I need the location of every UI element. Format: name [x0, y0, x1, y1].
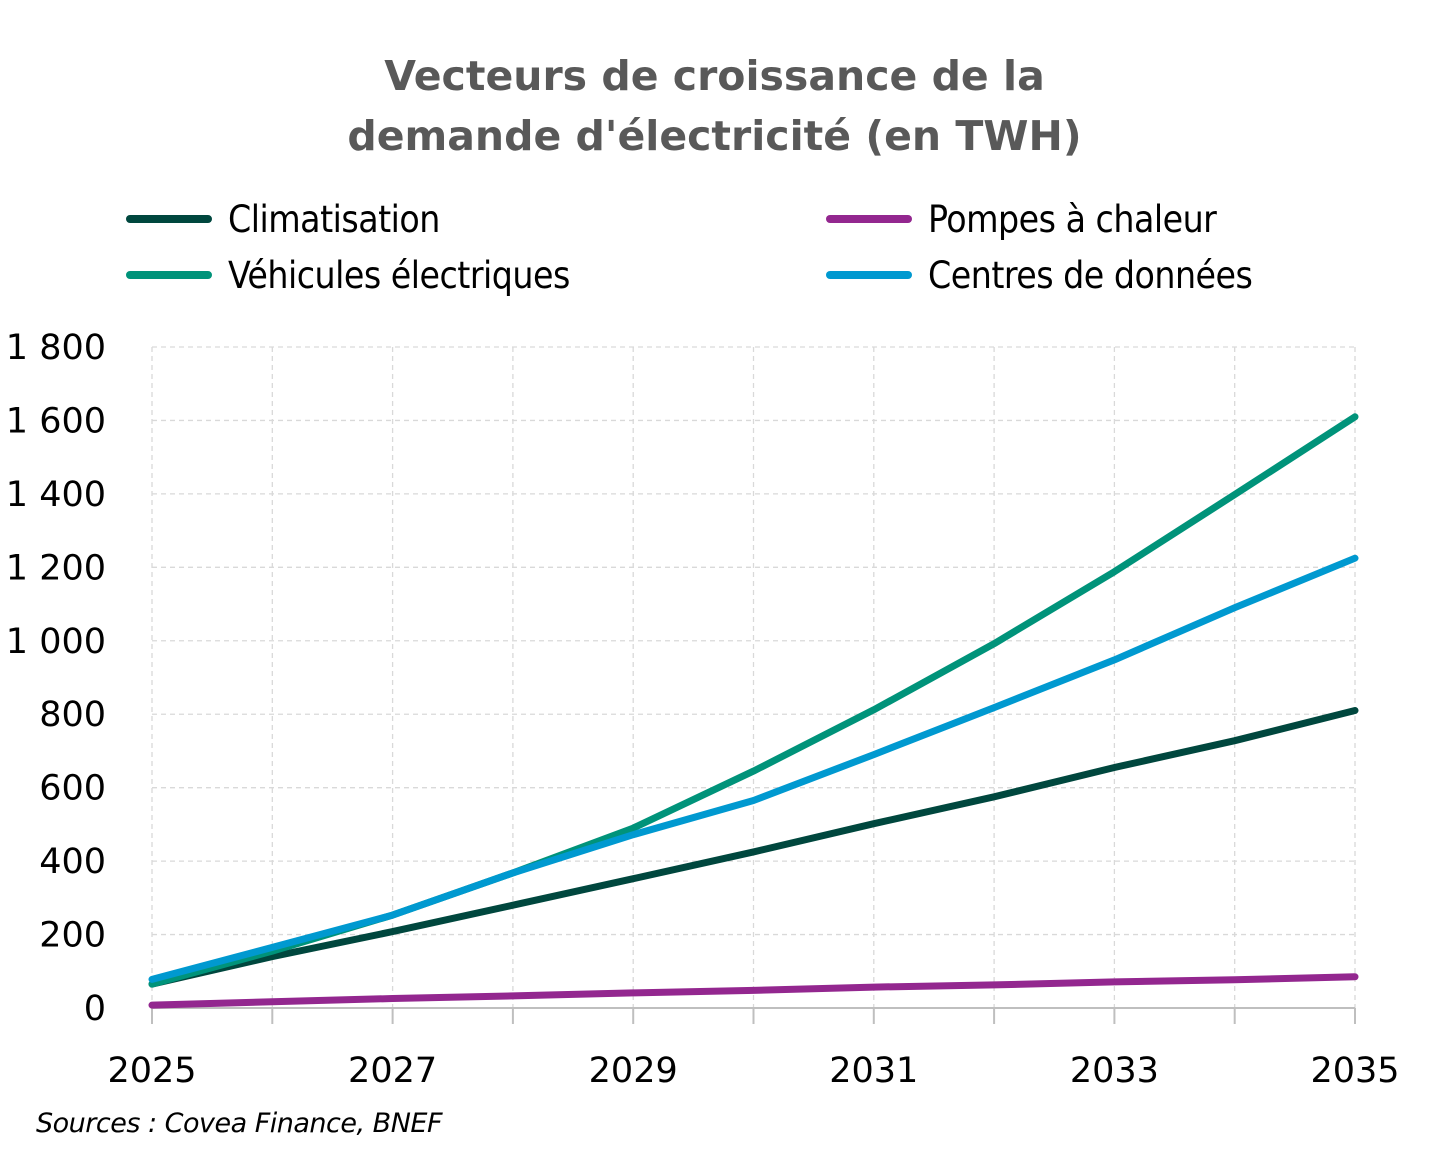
legend-item-climatisation[interactable]: Climatisation [126, 194, 440, 244]
y-tick-label-1400: 1 400 [6, 475, 106, 515]
y-tick-label-0: 0 [84, 989, 106, 1029]
y-tick-label-200: 200 [39, 916, 106, 956]
chart-title: Vecteurs de croissance de la demande d'é… [0, 46, 1429, 166]
series-line-pompes-a-chaleur [148, 973, 1359, 1009]
y-tick-label-800: 800 [39, 695, 106, 735]
legend-swatch-climatisation [126, 215, 212, 223]
legend-swatch-centres-de-donnees [826, 271, 912, 279]
x-axis-labels: 2025 2027 2029 2031 2033 2035 [107, 1051, 1399, 1091]
x-tick-label-2027: 2027 [348, 1051, 437, 1091]
legend-swatch-pompes-a-chaleur [826, 215, 912, 223]
axes [151, 1007, 1356, 1024]
legend-swatch-vehicules-electriques [126, 271, 212, 279]
y-tick-label-1200: 1 200 [6, 548, 106, 588]
y-tick-label-1600: 1 600 [6, 401, 106, 441]
source-note: Sources : Covea Finance, BNEF [36, 1108, 442, 1139]
legend-label-pompes-a-chaleur: Pompes à chaleur [928, 197, 1217, 241]
series-line-centres-de-donnees [148, 554, 1359, 983]
legend-item-pompes-a-chaleur[interactable]: Pompes à chaleur [826, 194, 1217, 244]
grid [151, 346, 1356, 1008]
x-tick-label-2029: 2029 [589, 1051, 678, 1091]
legend-label-centres-de-donnees: Centres de données [928, 253, 1253, 297]
legend-item-vehicules-electriques[interactable]: Véhicules électriques [126, 250, 570, 300]
series-line-climatisation [148, 707, 1359, 988]
chart-title-line-2: demande d'électricité (en TWH) [347, 112, 1082, 160]
legend-label-vehicules-electriques: Véhicules électriques [228, 253, 570, 297]
x-tick-label-2025: 2025 [107, 1051, 196, 1091]
y-tick-label-600: 600 [39, 769, 106, 809]
y-tick-label-400: 400 [39, 842, 106, 882]
series-lines [148, 413, 1359, 1009]
chart-title-line-1: Vecteurs de croissance de la [384, 52, 1045, 100]
x-tick-label-2031: 2031 [829, 1051, 918, 1091]
y-tick-label-1800: 1 800 [6, 328, 106, 368]
y-tick-label-1000: 1 000 [6, 622, 106, 662]
x-tick-label-2033: 2033 [1070, 1051, 1159, 1091]
y-axis-labels: 0 200 400 600 800 1 000 1 200 1 400 1 600 1 800 [6, 328, 106, 1029]
legend-label-climatisation: Climatisation [228, 197, 440, 241]
legend-item-centres-de-donnees[interactable]: Centres de données [826, 250, 1253, 300]
x-tick-label-2035: 2035 [1310, 1051, 1399, 1091]
